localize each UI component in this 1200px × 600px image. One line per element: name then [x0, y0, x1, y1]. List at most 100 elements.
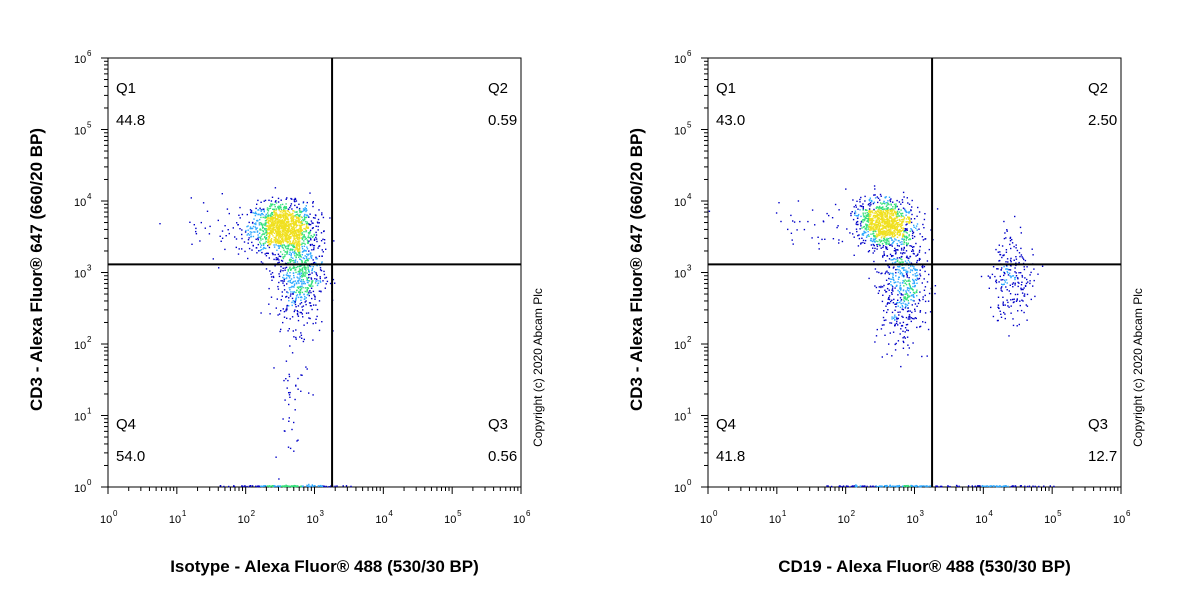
quadrant-percent: 54.0 [116, 448, 145, 465]
event-dot [796, 229, 798, 231]
event-dot [873, 228, 875, 230]
event-dot [288, 305, 290, 307]
event-dot [927, 300, 930, 302]
event-dot [315, 322, 317, 324]
event-dot [1008, 290, 1010, 292]
event-dot [900, 365, 902, 368]
event-dot [905, 280, 908, 282]
event-dot [891, 278, 893, 280]
event-dot [867, 218, 870, 221]
event-dot [984, 485, 986, 487]
event-dot [301, 232, 303, 234]
event-dot [223, 485, 225, 488]
event-dot [859, 485, 861, 487]
event-dot [897, 294, 899, 296]
event-dot [908, 279, 910, 281]
event-dot [257, 237, 259, 240]
event-dot [919, 310, 922, 312]
event-dot [874, 215, 877, 218]
event-dot [306, 277, 308, 279]
event-dot [1008, 335, 1010, 337]
event-dot [903, 336, 905, 338]
event-dot [270, 220, 272, 222]
event-dot [902, 321, 905, 324]
event-dot [322, 251, 324, 253]
quadrant-name: Q4 [716, 416, 736, 433]
event-dot [896, 215, 898, 217]
event-dot [837, 225, 839, 227]
event-dot [321, 321, 323, 323]
event-dot [1018, 323, 1020, 326]
event-dot [319, 277, 321, 280]
event-dot [285, 310, 287, 312]
event-dot [1004, 281, 1006, 283]
event-dot [289, 345, 291, 347]
event-dot [881, 485, 883, 487]
event-dot [261, 227, 264, 229]
event-dot [286, 245, 288, 247]
event-dot [265, 247, 267, 250]
event-dot [301, 374, 303, 376]
event-dot [312, 227, 314, 229]
event-dot [265, 219, 268, 222]
event-dot [252, 212, 254, 214]
event-dot [911, 304, 913, 306]
event-dot [212, 258, 214, 260]
event-dot [1015, 244, 1017, 246]
event-dot [895, 211, 898, 213]
event-dot [293, 243, 295, 245]
event-dot [290, 213, 292, 216]
event-dot [273, 246, 276, 248]
event-dot [293, 261, 295, 264]
event-dot [256, 203, 258, 205]
event-dot [885, 271, 887, 273]
event-dot [306, 278, 308, 281]
event-dot [870, 238, 872, 240]
event-dot [880, 285, 882, 288]
event-dot [263, 200, 265, 202]
event-dot [273, 236, 275, 239]
event-dot [304, 236, 307, 238]
event-dot [904, 282, 906, 284]
event-dot [891, 222, 894, 224]
event-dot [224, 248, 226, 251]
event-dot [1015, 256, 1017, 258]
event-dot [822, 221, 825, 223]
event-dot [282, 321, 284, 324]
event-dot [300, 334, 303, 336]
event-dot [832, 238, 835, 240]
event-dot [1011, 485, 1014, 487]
x-axis-title: CD19 - Alexa Fluor® 488 (530/30 BP) [778, 557, 1071, 576]
event-dot [886, 237, 888, 240]
event-dot [881, 239, 883, 242]
event-dot [901, 212, 904, 215]
event-dot [899, 284, 902, 287]
event-dot [877, 209, 879, 211]
event-dot [898, 291, 901, 293]
event-dot [997, 251, 999, 253]
event-dot [323, 273, 326, 276]
event-dot [909, 269, 912, 271]
event-dot [278, 242, 280, 245]
x-tick-label: 10 [1113, 514, 1125, 526]
event-dot [325, 276, 328, 279]
event-dot [886, 202, 889, 204]
y-tick-exponent: 3 [687, 264, 692, 273]
event-dot [891, 227, 893, 230]
event-dot [305, 225, 308, 227]
event-dot [863, 485, 866, 487]
event-dot [286, 238, 288, 241]
event-dot [316, 315, 318, 318]
event-dot [892, 317, 895, 319]
event-dot [884, 235, 886, 238]
event-dot [978, 485, 980, 487]
event-dot [897, 305, 899, 307]
event-dot [893, 229, 895, 232]
event-dot [284, 430, 286, 432]
event-dot [291, 260, 293, 262]
event-dot [885, 234, 887, 237]
event-dot [877, 221, 879, 224]
event-dot [1017, 278, 1019, 280]
event-dot [896, 213, 898, 215]
event-dot [311, 272, 313, 274]
